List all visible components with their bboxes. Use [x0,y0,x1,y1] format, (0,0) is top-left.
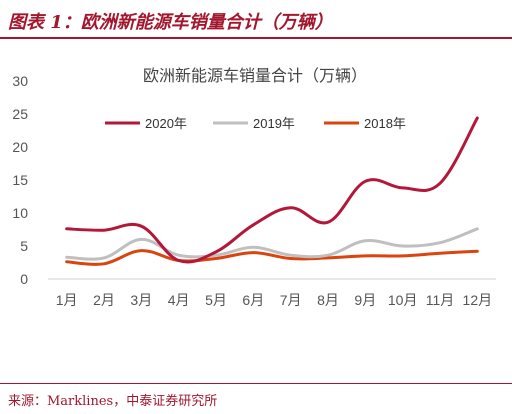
footer-divider [0,383,512,384]
x-tick-label: 12月 [463,292,493,308]
y-tick-label: 30 [12,73,28,89]
x-tick-label: 3月 [130,292,152,308]
chart-title: 欧洲新能源车销量合计（万辆） [143,66,367,85]
source-note: 来源：Marklines，中泰证券研究所 [8,394,218,409]
y-tick-label: 0 [20,271,28,287]
legend-label: 2020年 [145,116,187,131]
series-line-2020年 [65,116,479,264]
x-tick-label: 1月 [56,292,78,308]
y-tick-label: 25 [12,106,28,122]
x-tick-label: 2月 [93,292,115,308]
header-divider [0,37,512,39]
x-tick-label: 9月 [354,292,376,308]
figure-title: 图表 1：欧洲新能源车销量合计（万辆） [8,12,333,33]
legend-label: 2019年 [253,116,295,131]
x-tick-label: 4月 [168,292,190,308]
series-line-2018年 [65,249,479,266]
x-tick-label: 8月 [317,292,339,308]
line-chart: 0 5 10 15 20 25 30 1月 2月 3月 4月 5月 6月 7月 8月 9月 10月 11月 12月… [12,66,496,308]
x-tick-label: 11月 [426,292,455,308]
x-tick-label: 6月 [242,292,264,308]
x-tick-labels: 1月 2月 3月 4月 5月 6月 7月 8月 9月 10月 11月 12月 [56,292,492,308]
series-line-2019年 [65,227,479,261]
y-tick-label: 20 [12,139,28,155]
figure-header: 图表 1：欧洲新能源车销量合计（万辆） [0,0,512,40]
series-lines [65,116,479,266]
y-tick-label: 5 [20,238,28,254]
x-tick-label: 5月 [205,292,227,308]
y-tick-label: 15 [12,172,28,188]
legend-label: 2018年 [364,116,406,131]
x-tick-label: 10月 [388,292,418,308]
legend: 2020年 2019年 2018年 [105,116,406,131]
y-tick-label: 10 [12,205,28,221]
x-tick-label: 7月 [280,292,302,308]
y-tick-labels: 0 5 10 15 20 25 30 [12,73,28,287]
